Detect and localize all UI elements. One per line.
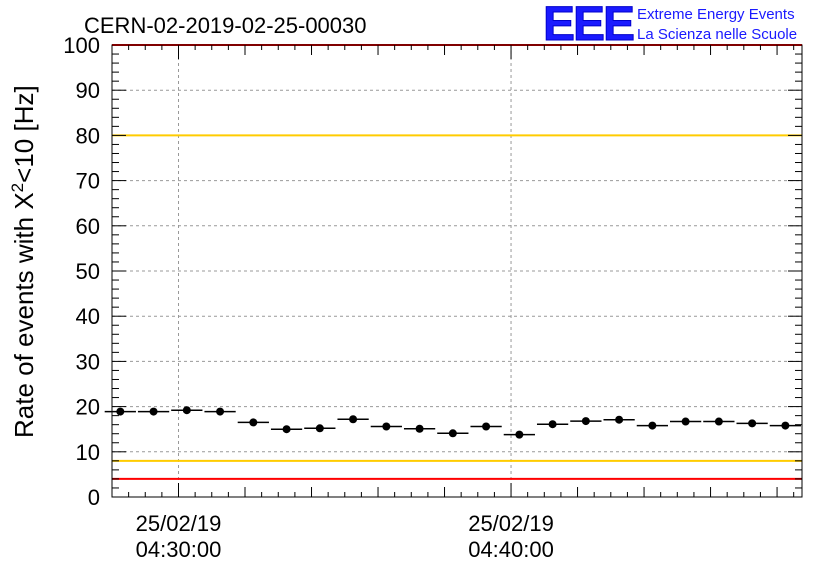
data-point (249, 418, 258, 427)
y-tick-label: 60 (76, 214, 100, 239)
data-point (615, 415, 624, 424)
reference-lines (112, 44, 802, 480)
x-tick-date: 25/02/19 (468, 511, 554, 536)
data-point (182, 406, 191, 415)
y-axis: 0 10 20 30 40 50 60 70 80 90 100 (63, 33, 802, 510)
chart-title: CERN-02-2019-02-25-00030 (84, 13, 367, 38)
x-tick-time: 04:30:00 (136, 537, 222, 562)
y-tick-label: 90 (76, 78, 100, 103)
data-point (382, 422, 391, 431)
data-points (104, 406, 801, 439)
data-point (349, 415, 358, 424)
eee-logo: EEE Extreme Energy Events La Scienza nel… (543, 0, 798, 52)
y-axis-title-tail: <10 [Hz] (9, 85, 39, 183)
data-point (315, 424, 324, 433)
grid (112, 45, 802, 497)
y-axis-title: Rate of events with X2<10 [Hz] (8, 85, 39, 438)
data-point (581, 417, 590, 426)
data-point (548, 420, 557, 429)
data-point (116, 407, 125, 416)
data-point (282, 425, 291, 434)
data-point (648, 421, 657, 430)
y-tick-label: 70 (76, 169, 100, 194)
y-tick-label: 40 (76, 304, 100, 329)
y-tick-label: 30 (76, 349, 100, 374)
logo-mark: EEE (543, 0, 634, 51)
data-point (781, 421, 790, 430)
data-point (714, 417, 723, 426)
data-point (149, 407, 158, 416)
x-tick-date: 25/02/19 (136, 511, 222, 536)
data-point (681, 417, 690, 426)
y-tick-label: 10 (76, 440, 100, 465)
y-tick-label: 0 (88, 485, 100, 510)
data-point (482, 422, 491, 431)
data-point (748, 419, 757, 428)
data-point (216, 407, 225, 416)
y-axis-title-main: Rate of events with X (9, 192, 39, 438)
y-tick-label: 20 (76, 395, 100, 420)
logo-line-2: La Scienza nelle Scuole (637, 26, 797, 43)
logo-line-1: Extreme Energy Events (637, 6, 795, 23)
data-point (448, 429, 457, 438)
data-point (415, 424, 424, 433)
y-axis-title-sup: 2 (8, 183, 27, 192)
y-tick-label: 100 (63, 33, 100, 58)
y-tick-label: 50 (76, 259, 100, 284)
x-tick-time: 04:40:00 (468, 537, 554, 562)
data-point (515, 430, 524, 439)
y-tick-label: 80 (76, 123, 100, 148)
